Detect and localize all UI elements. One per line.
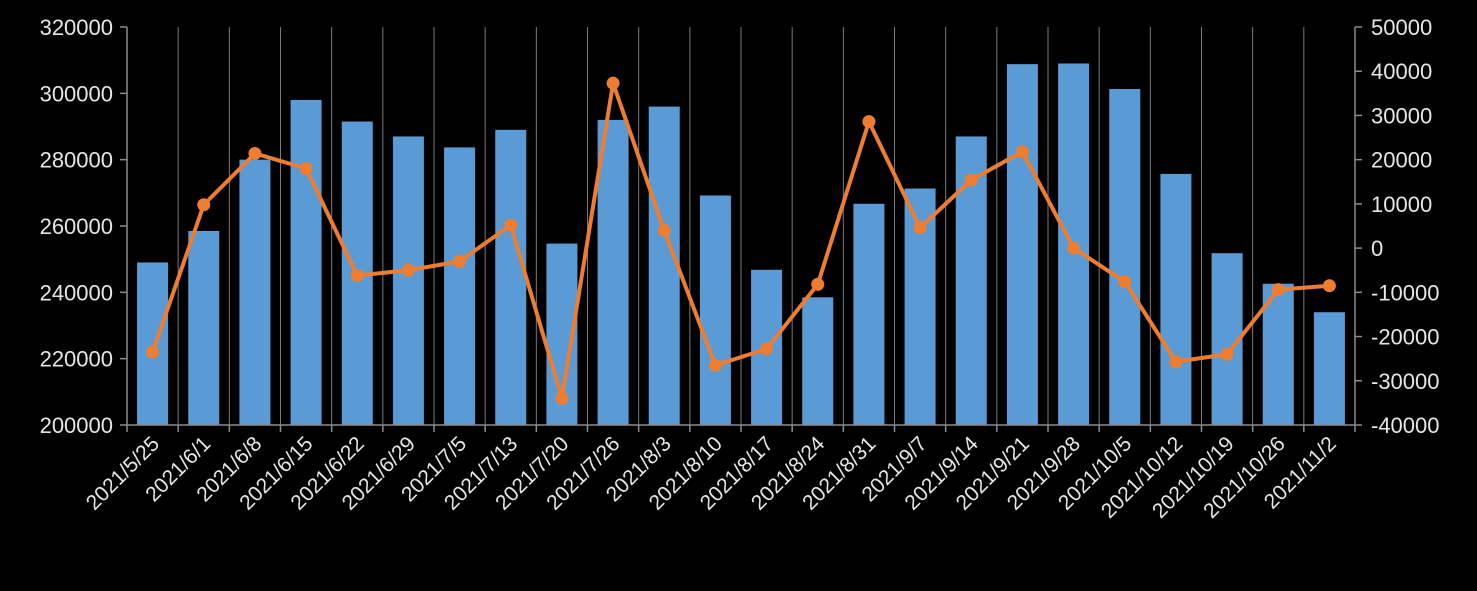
bar [188, 230, 220, 425]
line-point [657, 223, 671, 237]
line-point [964, 173, 978, 187]
line-path [150, 81, 1330, 401]
left-tick-label: 300000 [40, 81, 113, 106]
line-point [1067, 241, 1081, 255]
bar [648, 106, 680, 425]
line-point [401, 263, 415, 277]
right-tick-label: -10000 [1371, 280, 1440, 305]
bar [1160, 173, 1192, 425]
bar [597, 119, 629, 425]
right-tick-label: 50000 [1371, 15, 1432, 40]
line-point [1220, 347, 1234, 361]
bar [802, 297, 834, 425]
line-point [606, 76, 620, 90]
left-tick-label: 320000 [40, 15, 113, 40]
right-tick-label: 40000 [1371, 59, 1432, 84]
line-point [1118, 275, 1132, 289]
line-point [811, 277, 825, 291]
left-tick-label: 280000 [40, 148, 113, 173]
bar [239, 159, 271, 425]
line-point [555, 391, 569, 405]
right-tick-label: 10000 [1371, 192, 1432, 217]
line-point [862, 115, 876, 129]
bar [290, 99, 322, 425]
right-tick-label: 20000 [1371, 148, 1432, 173]
bar [1262, 283, 1294, 425]
line-point [708, 358, 722, 372]
bar [1109, 89, 1141, 425]
line-point [197, 198, 211, 212]
line-point [1271, 283, 1285, 297]
right-tick-label: -40000 [1371, 413, 1440, 438]
bar [1313, 312, 1345, 425]
line-point [1169, 355, 1183, 369]
bar [392, 136, 424, 425]
bar [444, 147, 476, 425]
right-y-axis-ticks: -40000 -30000 -20000 -10000 0 10000 20000 30000… [1355, 15, 1440, 438]
bar [853, 203, 885, 425]
line-point [913, 221, 927, 235]
line-point [1322, 279, 1336, 293]
line-point [350, 269, 364, 283]
bar [699, 195, 731, 425]
line-point [504, 218, 518, 232]
line-point [1015, 145, 1029, 159]
line-point [299, 162, 313, 176]
right-tick-label: 30000 [1371, 103, 1432, 128]
right-tick-label: -30000 [1371, 369, 1440, 394]
left-tick-label: 240000 [40, 280, 113, 305]
line-point [146, 345, 160, 359]
left-tick-label: 200000 [40, 413, 113, 438]
right-tick-label: 0 [1371, 236, 1383, 261]
left-tick-label: 220000 [40, 347, 113, 372]
line-series [146, 76, 1336, 405]
bar [137, 262, 169, 425]
left-tick-label: 260000 [40, 214, 113, 239]
bar [495, 129, 527, 426]
line-point [760, 342, 774, 356]
bar-series [137, 63, 1345, 426]
right-tick-label: -20000 [1371, 325, 1440, 350]
bar [1006, 64, 1038, 425]
line-point [453, 254, 467, 268]
left-y-axis-ticks: 200000 220000 240000 260000 280000 300000 3200… [40, 15, 127, 438]
line-point [248, 146, 262, 160]
